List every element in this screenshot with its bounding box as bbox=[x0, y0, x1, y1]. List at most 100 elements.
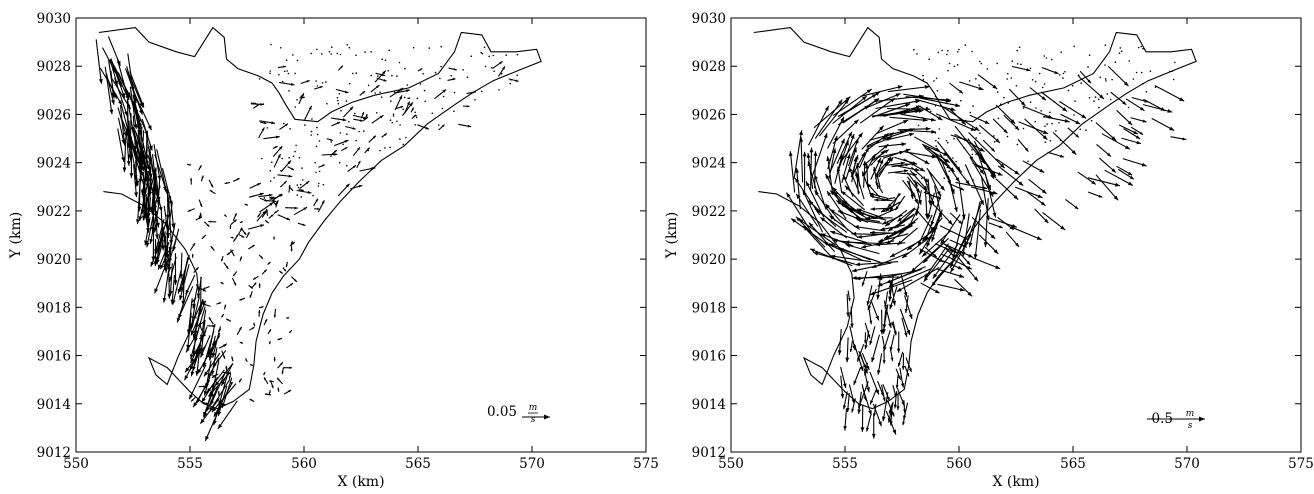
velocity-arrow-head bbox=[909, 128, 915, 132]
velocity-arrow-head bbox=[897, 85, 903, 90]
velocity-arrow-head bbox=[841, 191, 846, 196]
stipple-dot bbox=[312, 194, 314, 197]
stipple-dot bbox=[355, 72, 358, 74]
y-tick-label: 9024 bbox=[37, 156, 71, 172]
velocity-arrow bbox=[790, 218, 830, 246]
velocity-arrow-head bbox=[890, 253, 896, 257]
stipple-dot bbox=[935, 139, 937, 142]
velocity-arrow-head bbox=[249, 399, 253, 402]
velocity-arrow-head bbox=[197, 369, 202, 374]
velocity-arrow-head bbox=[882, 397, 886, 402]
velocity-arrow-head bbox=[1141, 162, 1147, 167]
right-reference-unit-num: m bbox=[1186, 409, 1195, 419]
velocity-arrow-head bbox=[866, 89, 872, 94]
velocity-arrow-head bbox=[218, 329, 221, 332]
stipple-dot bbox=[316, 126, 318, 129]
velocity-arrow-head bbox=[882, 220, 887, 225]
right-y-axis-title: Y (km) bbox=[664, 212, 680, 259]
velocity-arrow bbox=[910, 243, 943, 273]
velocity-arrow-head bbox=[979, 147, 985, 152]
velocity-arrow-head bbox=[857, 409, 861, 414]
velocity-arrow-head bbox=[147, 206, 152, 212]
velocity-arrow bbox=[861, 125, 885, 150]
velocity-arrow-head bbox=[164, 188, 168, 194]
stipple-dot bbox=[294, 106, 296, 108]
stipple-dot bbox=[505, 54, 508, 56]
stipple-dot bbox=[1174, 61, 1176, 64]
velocity-arrow-head bbox=[909, 132, 915, 137]
velocity-arrow-head bbox=[876, 294, 880, 300]
stipple-dot bbox=[1007, 102, 1010, 104]
velocity-arrow-head bbox=[918, 109, 924, 113]
velocity-arrow-head bbox=[253, 277, 256, 280]
stipple-dot bbox=[315, 171, 317, 174]
stipple-dot bbox=[396, 75, 398, 77]
velocity-arrow-head bbox=[187, 209, 191, 212]
velocity-arrow-head bbox=[901, 142, 907, 147]
velocity-arrow bbox=[885, 133, 915, 141]
velocity-arrow bbox=[883, 300, 892, 329]
velocity-arrow-head bbox=[177, 288, 182, 294]
velocity-arrow bbox=[1078, 76, 1105, 100]
velocity-arrow-head bbox=[283, 65, 286, 68]
stipple-dot bbox=[1073, 114, 1075, 116]
stipple-dot bbox=[390, 100, 392, 102]
velocity-arrow bbox=[859, 97, 896, 124]
stipple-dot bbox=[389, 119, 392, 121]
velocity-arrow-head bbox=[358, 185, 363, 188]
velocity-arrow-head bbox=[856, 208, 862, 213]
stipple-dot bbox=[414, 124, 417, 126]
velocity-arrow-head bbox=[200, 418, 205, 424]
stipple-dot bbox=[1006, 78, 1008, 80]
y-tick-label: 9022 bbox=[37, 204, 71, 220]
stipple-dot bbox=[953, 65, 956, 68]
velocity-arrow-head bbox=[191, 253, 194, 257]
velocity-arrow-head bbox=[214, 381, 220, 387]
velocity-arrow-head bbox=[871, 433, 876, 439]
velocity-arrow-head bbox=[129, 173, 134, 178]
velocity-arrow-head bbox=[992, 212, 997, 218]
velocity-arrow-head bbox=[179, 295, 183, 301]
stipple-dot bbox=[1015, 85, 1018, 87]
velocity-arrow-head bbox=[271, 121, 275, 125]
velocity-arrow-head bbox=[122, 167, 127, 173]
velocity-arrow-head bbox=[825, 173, 830, 179]
right-land-stipple bbox=[913, 44, 1176, 190]
velocity-arrow bbox=[827, 116, 845, 149]
stipple-dot bbox=[1142, 82, 1144, 85]
velocity-arrow-head bbox=[1039, 168, 1045, 173]
velocity-arrow-head bbox=[892, 300, 897, 306]
stipple-dot bbox=[491, 67, 493, 69]
stipple-dot bbox=[342, 143, 344, 146]
velocity-arrow bbox=[974, 209, 982, 259]
velocity-arrow bbox=[964, 164, 985, 206]
velocity-arrow-head bbox=[807, 161, 812, 167]
velocity-arrow-head bbox=[121, 93, 125, 98]
velocity-arrow-head bbox=[826, 156, 831, 162]
velocity-arrow bbox=[1018, 121, 1049, 135]
stipple-dot bbox=[1080, 82, 1082, 84]
velocity-arrow-head bbox=[995, 138, 1000, 143]
velocity-arrow-head bbox=[808, 200, 814, 206]
right-reference-key: 0.5 m s bbox=[1147, 409, 1205, 431]
stipple-dot bbox=[936, 89, 939, 92]
velocity-arrow-head bbox=[1113, 195, 1119, 201]
velocity-arrow-head bbox=[202, 289, 206, 292]
stipple-dot bbox=[407, 97, 410, 100]
velocity-arrow bbox=[826, 190, 847, 220]
stipple-dot bbox=[354, 112, 356, 115]
stipple-dot bbox=[488, 55, 491, 58]
velocity-arrow-head bbox=[955, 177, 960, 182]
stipple-dot bbox=[310, 52, 313, 55]
velocity-arrow-head bbox=[932, 273, 938, 279]
stipple-dot bbox=[422, 72, 425, 75]
velocity-arrow bbox=[160, 211, 164, 251]
velocity-arrow bbox=[157, 220, 167, 253]
stipple-dot bbox=[492, 54, 495, 57]
velocity-arrow-head bbox=[1098, 194, 1103, 198]
velocity-arrow-head bbox=[952, 254, 956, 259]
velocity-arrow-head bbox=[951, 257, 956, 260]
velocity-arrow-head bbox=[134, 192, 138, 198]
velocity-arrow bbox=[145, 132, 148, 161]
stipple-dot bbox=[316, 133, 319, 136]
